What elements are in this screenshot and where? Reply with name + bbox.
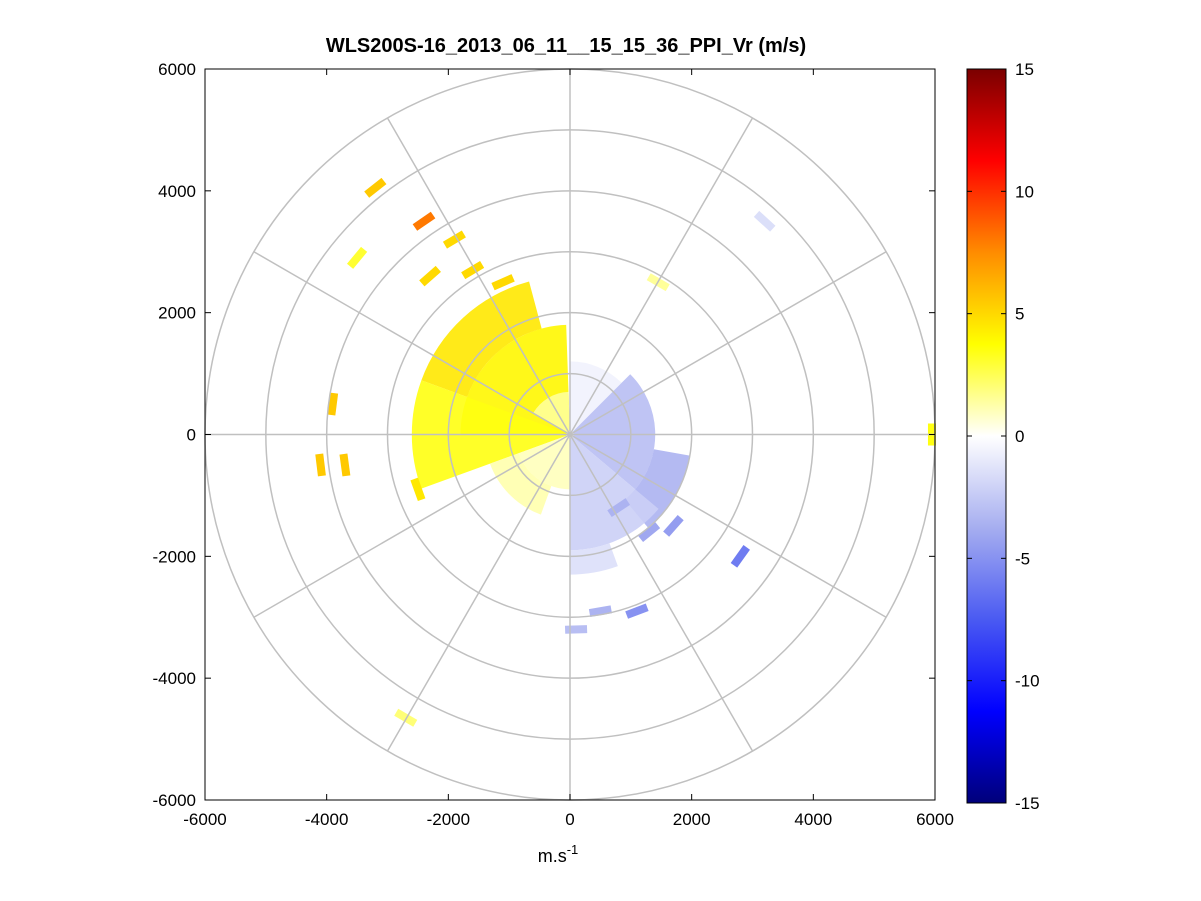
colorbar-tick-label-5: -10 [1015,672,1040,691]
velocity-patch-20 [638,521,661,543]
velocity-sector-3 [533,391,570,433]
y-tick-label-1: 4000 [158,182,196,201]
velocity-patch-4 [419,265,441,287]
velocity-patch-21 [410,477,426,502]
colorbar-tick-label-0: 15 [1015,60,1034,79]
y-tick-label-3: 0 [187,426,196,445]
velocity-patch-15 [663,514,684,537]
velocity-patch-19 [607,498,631,518]
x-axis-label-base: m.s [538,846,567,866]
y-tick-label-2: 2000 [158,304,196,323]
velocity-patch-16 [625,603,649,619]
velocity-patch-18 [564,625,588,634]
x-tick-label-5: 4000 [794,810,832,829]
velocity-sector-6 [570,361,622,432]
x-axis-label: m.s-1 [538,842,579,866]
velocity-sector-4 [518,435,570,490]
velocity-patch-11 [394,708,418,727]
x-tick-labels: -6000 -4000 -2000 0 2000 4000 6000 [183,810,954,829]
axis-ticks [204,68,936,801]
x-tick-label-6: 6000 [916,810,954,829]
velocity-patch-5 [461,260,485,280]
velocity-patch-2 [442,230,466,249]
colorbar-tick-label-4: -5 [1015,549,1030,568]
plot-area [204,68,936,801]
velocity-sector-9 [570,436,659,551]
azimuth-spoke-10 [253,251,571,436]
x-tick-label-4: 2000 [673,810,711,829]
x-axis-label-exponent: -1 [567,842,579,857]
azimuth-spoke-4 [569,433,887,618]
colorbar-tick-label-3: 0 [1015,427,1024,446]
azimuth-spoke-7 [386,434,571,752]
x-tick-label-1: -4000 [305,810,348,829]
velocity-patch-6 [491,274,515,291]
azimuth-spoke-8 [253,433,571,618]
velocity-patch-1 [412,211,436,231]
velocity-patch-9 [339,453,351,477]
azimuth-spoke-2 [569,251,887,436]
azimuth-spoke-11 [386,117,571,435]
x-tick-label-2: -2000 [427,810,470,829]
y-tick-label-0: 6000 [158,60,196,79]
y-tick-label-4: -2000 [153,547,196,566]
y-tick-label-5: -4000 [153,669,196,688]
velocity-sector-1 [421,281,542,397]
chart-title: WLS200S-16_2013_06_11__15_15_36_PPI_Vr (… [326,35,806,57]
colorbar-body [966,68,1007,804]
y-tick-label-6: -6000 [153,791,196,810]
colorbar-ticks: 15 10 5 0 -5 -10 -15 [967,60,1040,813]
colorbar: 15 10 5 0 -5 -10 -15 [966,60,1040,813]
colorbar-tick-label-2: 5 [1015,305,1024,324]
x-tick-label-0: -6000 [183,810,226,829]
velocity-sector-7 [572,374,656,490]
velocity-patch-3 [346,246,368,269]
y-tick-labels: 6000 4000 2000 0 -2000 -4000 -6000 [153,60,196,810]
velocity-patch-12 [753,210,776,232]
colorbar-tick-label-6: -15 [1015,794,1040,813]
velocity-sector-5 [489,453,552,515]
velocity-patch-14 [730,545,750,568]
velocity-patch-0 [364,177,387,198]
azimuth-spoke-1 [569,117,754,435]
velocity-patch-8 [315,453,326,477]
colorbar-tick-label-1: 10 [1015,182,1034,201]
azimuth-spoke-5 [569,434,754,752]
x-tick-label-3: 0 [565,810,574,829]
